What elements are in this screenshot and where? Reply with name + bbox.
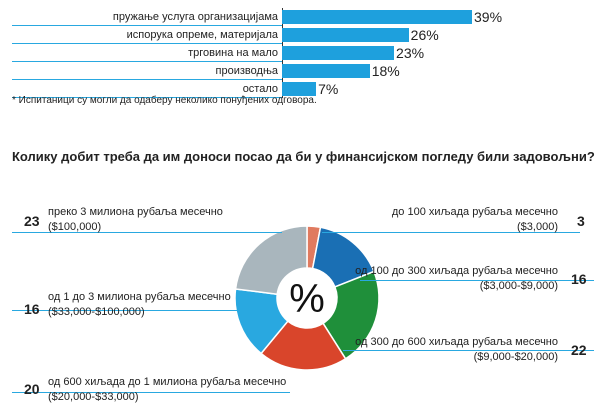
legend-value: 16	[571, 271, 587, 287]
leader-line	[343, 350, 594, 351]
legend-value: 3	[577, 213, 585, 229]
bar-row: трговина на мало 23%	[0, 45, 616, 62]
legend-entry: од 100 до 300 хиљада рубаља месечно ($3,0…	[355, 264, 558, 294]
legend-sublabel: ($20,000-$33,000)	[48, 391, 139, 403]
bar-row: производња 18%	[0, 63, 616, 80]
bar-category-label: производња	[215, 65, 278, 77]
bar-category-label: пружање услуга организацијама	[112, 11, 278, 23]
legend-sublabel: ($3,000)	[517, 221, 558, 233]
bar	[282, 28, 409, 42]
legend-entry: од 600 хиљада до 1 милиона рубаља месечн…	[48, 375, 286, 405]
legend-label: до 100 хиљада рубаља месечно	[391, 206, 558, 218]
legend-value: 23	[24, 213, 40, 229]
bar-underline	[12, 43, 282, 44]
leader-line	[12, 232, 282, 233]
bar-category-label: трговина на мало	[188, 47, 278, 59]
bar-value-label: 39%	[474, 9, 503, 25]
legend-value: 16	[24, 301, 40, 317]
legend-sublabel: ($33,000-$100,000)	[48, 306, 145, 318]
bar-row: остало 7%	[0, 81, 616, 98]
legend-entry: од 1 до 3 милиона рубаља месечно ($33,000…	[48, 290, 231, 320]
leader-line	[322, 232, 580, 233]
legend-sublabel: ($3,000-$9,000)	[479, 280, 558, 292]
bar-row: пружање услуга организацијама 39%	[0, 9, 616, 26]
legend-label: од 1 до 3 милиона рубаља месечно	[48, 291, 231, 303]
legend-sublabel: ($9,000-$20,000)	[473, 351, 558, 363]
bar-value-label: 18%	[371, 63, 400, 79]
bar-category-label: испорука опреме, материјала	[126, 29, 278, 41]
bar	[282, 10, 472, 24]
legend-label: преко 3 милиона рубаља месечно	[48, 206, 223, 218]
bar-underline	[12, 79, 282, 80]
leader-line	[360, 280, 594, 281]
footnote: * Испитаници су могли да одаберу неколик…	[12, 95, 317, 106]
pie-chart-title: Колику добит треба да им доноси посао да…	[12, 149, 595, 164]
bar-value-label: 7%	[318, 81, 339, 97]
legend-value: 22	[571, 342, 587, 358]
legend-value: 20	[24, 381, 40, 397]
bar	[282, 82, 317, 96]
pie-center	[277, 268, 337, 328]
bar-value-label: 26%	[410, 27, 439, 43]
bar-underline	[12, 61, 282, 62]
pie-center-label: %	[289, 277, 325, 321]
bar	[282, 64, 370, 78]
legend-entry: преко 3 милиона рубаља месечно ($100,000)	[48, 205, 223, 235]
bar	[282, 46, 395, 60]
legend-label: од 300 до 600 хиљада рубаља месечно	[355, 336, 558, 348]
leader-line	[12, 392, 290, 393]
legend-entry: од 300 до 600 хиљада рубаља месечно ($9,0…	[355, 335, 558, 365]
bar-underline	[12, 25, 282, 26]
legend-sublabel: ($100,000)	[48, 221, 102, 233]
bar-category-label: остало	[242, 83, 278, 95]
leader-line	[12, 310, 245, 311]
legend-label: од 100 до 300 хиљада рубаља месечно	[355, 265, 558, 277]
bar-row: испорука опреме, материјала 26%	[0, 27, 616, 44]
legend-label: од 600 хиљада до 1 милиона рубаља месечн…	[48, 376, 287, 388]
bar-value-label: 23%	[396, 45, 425, 61]
bar-underline	[12, 97, 282, 98]
legend-entry: до 100 хиљада рубаља месечно ($3,000)	[392, 205, 558, 235]
